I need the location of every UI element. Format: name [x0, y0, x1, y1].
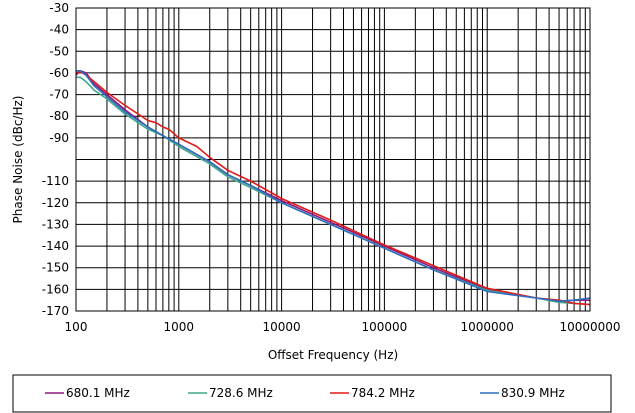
y-tick-label: -50: [49, 44, 69, 58]
y-tick-label: -130: [42, 217, 69, 231]
y-tick-label: -140: [42, 239, 69, 253]
x-tick-label: 100: [65, 320, 88, 334]
y-tick-label: -150: [42, 261, 69, 275]
legend-box: [12, 374, 612, 413]
x-tick-label: 100000: [361, 320, 407, 334]
series-line-3: [76, 70, 591, 303]
series-line-1: [76, 76, 591, 306]
series-layer: [75, 70, 591, 306]
plot-area: [75, 7, 591, 312]
legend-label: 728.6 MHz: [209, 386, 273, 400]
legend-label: 680.1 MHz: [66, 386, 130, 400]
y-tick-label: -80: [49, 109, 69, 123]
y-tick-label: -90: [49, 131, 69, 145]
legend-label: 784.2 MHz: [351, 386, 415, 400]
y-tick-label: -120: [42, 196, 69, 210]
y-tick-label: -160: [42, 282, 69, 296]
grid: [75, 7, 591, 312]
x-tick-label: 1000: [164, 320, 195, 334]
y-tick-label: -110: [42, 174, 69, 188]
x-tick-label: 10000: [263, 320, 301, 334]
legend: 680.1 MHz 728.6 MHz 784.2 MHz 830.9 MHz: [12, 374, 612, 413]
x-axis-title: Offset Frequency (Hz): [268, 348, 398, 362]
axes: -30 -40 -50 -60 -70 -80 -90 -110 -120 -130 -140 -15…: [42, 1, 621, 334]
y-axis-title: Phase Noise (dBc/Hz): [11, 96, 25, 224]
y-tick-label: -60: [49, 66, 69, 80]
legend-label: 830.9 MHz: [501, 386, 565, 400]
y-tick-label: -40: [49, 23, 69, 37]
y-tick-label: -30: [49, 1, 69, 15]
x-tick-label: 1000000: [460, 320, 513, 334]
series-line-2: [75, 71, 591, 306]
y-tick-label: -170: [42, 304, 69, 318]
y-tick-label: -70: [49, 88, 69, 102]
x-tick-label: 10000000: [559, 320, 620, 334]
series-line-0: [75, 70, 590, 303]
